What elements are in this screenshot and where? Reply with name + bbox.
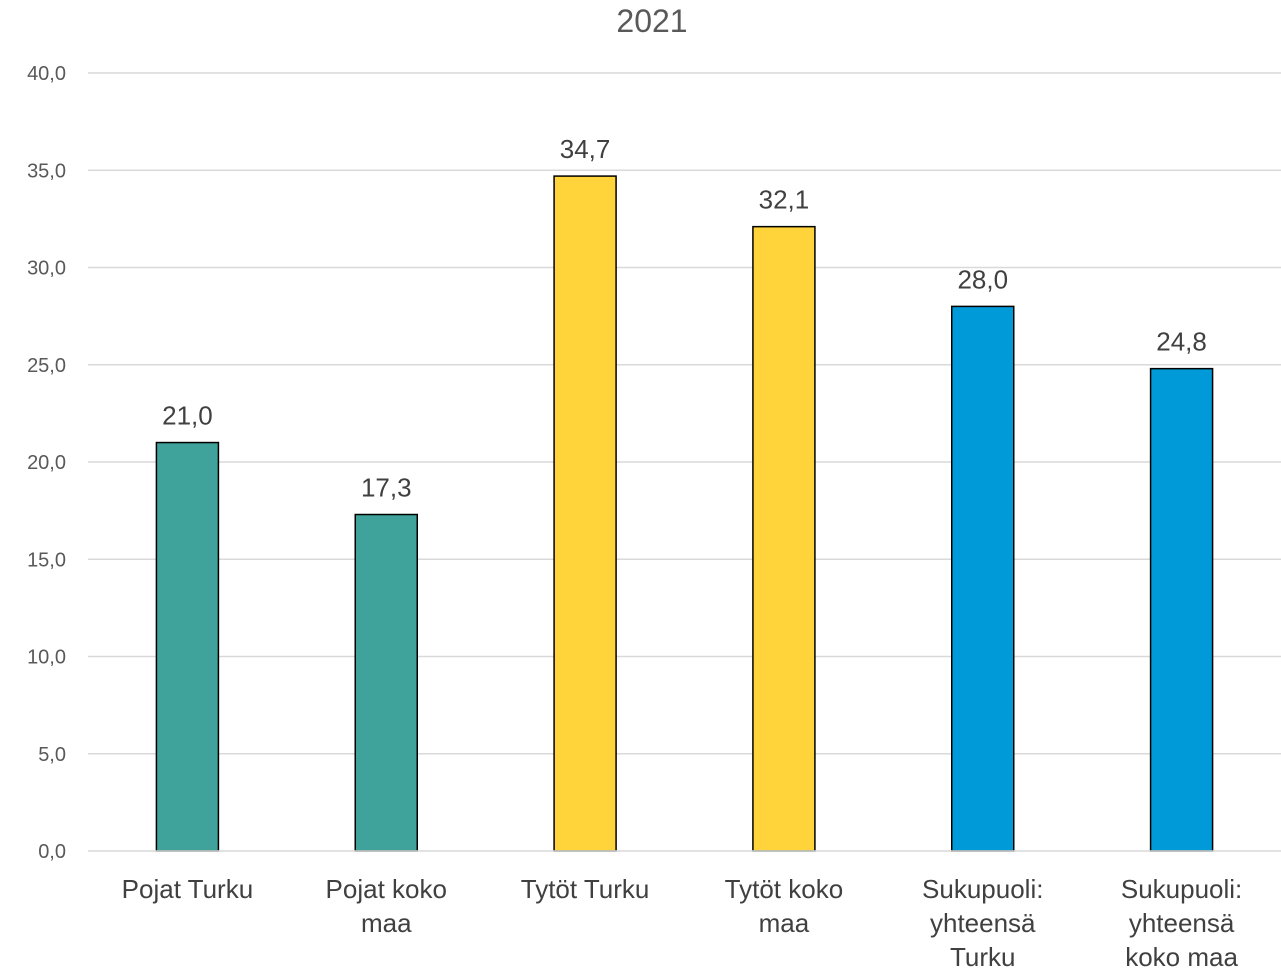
bar [752,225,816,852]
chart-title: 2021 [616,3,687,39]
y-tick-label: 25,0 [27,355,66,377]
data-label: 21,0 [162,401,213,431]
y-axis-tick-labels: 0,0 5,0 10,0 15,0 20,0 25,0 30,0 35,0 40,0 [27,63,66,863]
y-tick-label: 15,0 [27,549,66,571]
y-tick-label: 35,0 [27,160,66,182]
category-label: Pojat Turku [122,874,254,904]
x-axis-category-labels: Pojat Turku Pojat koko maa Tytöt Turku Tytöt… [122,874,1243,972]
y-tick-label: 10,0 [27,647,66,669]
bar [951,305,1015,852]
data-label: 28,0 [957,264,1008,294]
bar [155,441,220,852]
y-tick-label: 30,0 [27,258,66,280]
category-label: Tytöt koko maa [725,874,844,938]
y-tick-label: 0,0 [38,841,66,863]
data-label: 17,3 [361,473,412,503]
category-label: Tytöt Turku [521,874,650,904]
data-labels: 21,0 17,3 34,7 32,1 28,0 24,8 [162,134,1207,502]
bar [354,513,418,852]
data-label: 34,7 [560,134,611,164]
y-tick-label: 5,0 [38,744,66,766]
gridlines [88,72,1281,755]
bar [1149,367,1214,852]
category-label: Sukupuoli: yhteensä koko maa [1121,874,1242,972]
y-tick-label: 40,0 [27,63,66,85]
data-label: 32,1 [759,185,810,215]
category-label: Pojat koko maa [326,874,447,938]
bars [155,175,1214,852]
data-label: 24,8 [1156,327,1207,357]
category-label: Sukupuoli: yhteensä Turku [922,874,1043,972]
bar [553,175,617,852]
y-tick-label: 20,0 [27,452,66,474]
